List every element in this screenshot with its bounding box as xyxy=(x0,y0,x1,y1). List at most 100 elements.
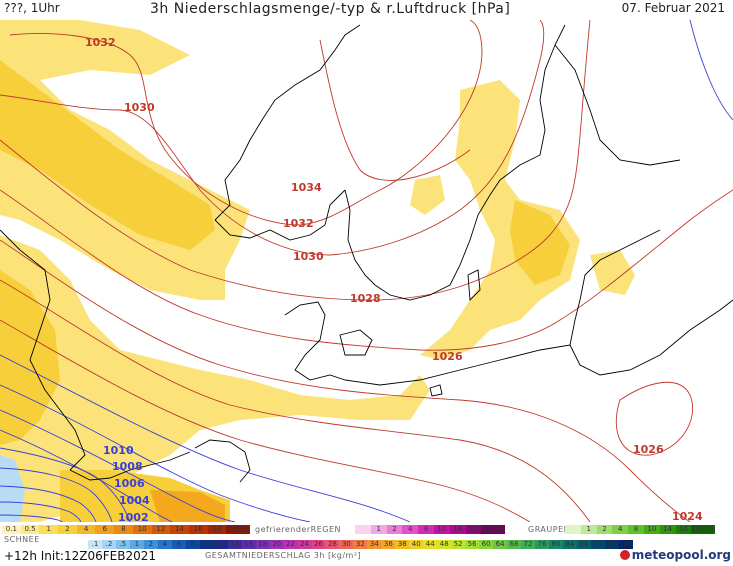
snow-legend-swatch: 34 xyxy=(367,540,382,549)
snow-caption: SCHNEE xyxy=(4,535,40,544)
snow-legend-swatch: 56 xyxy=(465,540,480,549)
snow-legend-swatch: 64 xyxy=(493,540,508,549)
map-date: 07. Februar 2021 xyxy=(621,1,725,15)
rain-legend-swatch: 4 xyxy=(76,525,96,534)
weather-map: 1032 1030 1034 1032 1030 1028 1026 1026 … xyxy=(0,20,733,522)
rain-legend-swatch: 10 xyxy=(132,525,152,534)
precipitation-legend: 0.1 0.5 1 2 4 6 8 10 12 14 16 18 2025+ gefrierenderR… xyxy=(0,522,733,566)
freezing-legend-swatch: 16 xyxy=(465,525,482,534)
graupel-legend-swatch: 4 xyxy=(612,525,629,534)
snow-legend-swatch: 84 xyxy=(562,540,577,549)
graupel-legend-swatch: 2025+ xyxy=(691,525,716,534)
coast-sweden-west xyxy=(344,189,376,286)
snow-legend-swatch: 92 xyxy=(590,540,605,549)
precip-heavy-biscay xyxy=(150,490,225,522)
isobar-1028 xyxy=(0,20,591,301)
isobar-1020 xyxy=(0,319,531,522)
coast-bornholm xyxy=(429,384,443,397)
rain-legend-swatch: 18 xyxy=(207,525,227,534)
graupel-scale: 1 2 4 8 10 14 16 2025+ xyxy=(565,525,716,534)
coast-germany-poland xyxy=(344,299,733,386)
rain-legend-swatch: 0.1 xyxy=(2,525,21,534)
snow-legend-swatch: 24 xyxy=(297,540,312,549)
coast-gotland xyxy=(467,269,481,302)
coast-sweden-south xyxy=(374,24,566,301)
isobar-1032-north xyxy=(9,20,483,226)
rain-legend-swatch: 12 xyxy=(151,525,171,534)
snow-legend-swatch: 8 xyxy=(185,540,200,549)
isobar-label: 1030 xyxy=(124,101,155,114)
graupel-legend-swatch: 14 xyxy=(659,525,676,534)
isobar-1004 xyxy=(0,501,82,522)
coast-netherlands xyxy=(194,439,251,483)
snow-legend-swatch: 28 xyxy=(325,540,340,549)
isobar-labels: 1032 1030 1034 1032 1030 1028 1026 1026 … xyxy=(85,36,703,522)
isobar-label: 1008 xyxy=(112,460,143,473)
rain-legend-swatch: 2025+ xyxy=(226,525,250,534)
brand-suffix: .org xyxy=(703,548,731,562)
isobar-1034 xyxy=(319,39,471,181)
precip-core-north-atlantic xyxy=(0,60,215,250)
freezing-legend-swatch: 2025+ xyxy=(481,525,506,534)
isobar-label: 1026 xyxy=(633,443,664,456)
isobar-label: 1034 xyxy=(291,181,322,194)
isobar-1010 xyxy=(0,447,131,522)
isobars-high xyxy=(0,20,733,522)
rain-legend-swatch: 8 xyxy=(114,525,133,534)
precip-area-latvia xyxy=(590,250,635,295)
freezing-legend-swatch: 14 xyxy=(449,525,466,534)
freezing-rain-scale: 1 2 4 8 10 14 16 2025+ xyxy=(355,525,506,534)
isobar-label: 1006 xyxy=(114,477,145,490)
rain-legend-swatch: 6 xyxy=(95,525,115,534)
rain-legend-swatch: 2 xyxy=(58,525,77,534)
isobar-1022 xyxy=(0,279,591,522)
coast-uk-east xyxy=(0,229,86,471)
snow-legend-swatch: 38 xyxy=(395,540,410,549)
isobar-label: 1002 xyxy=(118,511,149,522)
isobar-1012 xyxy=(0,429,173,522)
precipitation-areas xyxy=(0,20,635,522)
isobar-1002 xyxy=(0,514,64,522)
rain-legend-swatch: 0.5 xyxy=(20,525,40,534)
snow-legend-swatch: 96 xyxy=(604,540,619,549)
snow-legend-swatch: 76 xyxy=(535,540,549,549)
snow-legend-swatch: 26 xyxy=(311,540,326,549)
snow-legend-swatch: 12 xyxy=(213,540,228,549)
coast-norway xyxy=(214,24,361,221)
coast-denmark xyxy=(284,301,346,381)
graupel-legend-swatch: 2 xyxy=(596,525,613,534)
snow-legend-swatch: 36 xyxy=(381,540,396,549)
snow-legend-swatch: 10 xyxy=(199,540,214,549)
isobar-label: 1024 xyxy=(672,510,703,522)
rain-scale: 0.1 0.5 1 2 4 6 8 10 12 14 16 18 2025+ xyxy=(2,525,250,534)
isobar-1016 xyxy=(0,384,311,522)
coast-finland xyxy=(554,44,681,166)
run-hour-label: ???, 1Uhr xyxy=(4,1,60,15)
rain-legend-swatch: 14 xyxy=(170,525,189,534)
freezing-legend-swatch: 2 xyxy=(386,525,403,534)
snow-legend-swatch: 2 xyxy=(143,540,158,549)
isobar-1014 xyxy=(0,409,236,522)
freezing-legend-swatch: 1 xyxy=(370,525,387,534)
coast-norway-south xyxy=(214,189,346,241)
snow-legend-swatch: .2 xyxy=(101,540,116,549)
rain-legend-swatch: 1 xyxy=(39,525,59,534)
isobar-label: 1004 xyxy=(119,494,150,507)
snow-legend-swatch: 1 xyxy=(129,540,144,549)
freezing-legend-swatch: 4 xyxy=(402,525,419,534)
precip-core-baltic xyxy=(510,200,570,285)
model-run-label: +12h Init:12Z06FEB2021 xyxy=(4,549,156,563)
graupel-legend-swatch: 1 xyxy=(580,525,597,534)
snow-legend-swatch: 40 xyxy=(409,540,424,549)
coast-baltic-states xyxy=(569,229,661,346)
snow-legend-swatch: 4 xyxy=(157,540,172,549)
snow-legend-swatch: 88 xyxy=(576,540,591,549)
snow-legend-swatch: 18 xyxy=(255,540,270,549)
isobar-1024 xyxy=(0,239,691,522)
isobars-low xyxy=(0,20,733,522)
graupel-legend-swatch xyxy=(565,525,581,534)
isobar-east xyxy=(689,20,733,121)
total-precip-caption: GESAMTNIEDERSCHLAG 3h [kg/m²] xyxy=(205,551,362,560)
snow-legend-swatch: .1 xyxy=(88,540,102,549)
brand-logo[interactable]: meteopool.org xyxy=(619,548,731,562)
